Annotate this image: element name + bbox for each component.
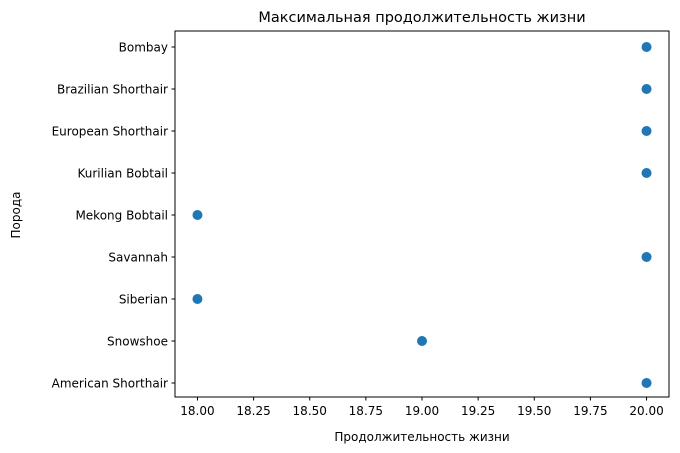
y-tick-label: Siberian: [119, 292, 168, 306]
x-tick-label: 19.25: [461, 404, 495, 418]
data-point: [641, 84, 652, 94]
x-tick-label: 19.00: [405, 404, 439, 418]
x-tick-label: 19.50: [517, 404, 551, 418]
x-tick-label: 18.00: [180, 404, 214, 418]
data-point: [192, 294, 203, 304]
y-tick-label: Kurilian Bobtail: [77, 166, 168, 180]
x-tick-label: 18.25: [236, 404, 270, 418]
data-point: [641, 42, 652, 52]
x-tick-label: 19.75: [573, 404, 607, 418]
data-point: [192, 210, 203, 220]
y-tick-label: Brazilian Shorthair: [57, 82, 168, 96]
data-points: [192, 42, 652, 388]
data-point: [641, 252, 652, 262]
y-tick-label: Savannah: [108, 250, 168, 264]
x-axis-title: Продолжительность жизни: [334, 430, 509, 444]
y-axis-title: Порода: [9, 192, 23, 239]
data-point: [641, 168, 652, 178]
x-axis: 18.00 18.25 18.50 18.75 19.00 19.25 19.50 19.75…: [180, 397, 664, 418]
y-axis: Bombay Brazilian Shorthair European Shorth…: [52, 40, 175, 390]
y-tick-label: European Shorthair: [52, 124, 168, 138]
chart-title: Максимальная продолжительность жизни: [258, 10, 585, 26]
x-tick-label: 18.50: [293, 404, 327, 418]
y-tick-label: Snowshoe: [107, 334, 168, 348]
y-tick-label: American Shorthair: [52, 376, 168, 390]
y-tick-label: Mekong Bobtail: [75, 208, 168, 222]
data-point: [641, 378, 652, 388]
x-tick-label: 18.75: [349, 404, 383, 418]
data-point: [417, 336, 427, 346]
y-tick-label: Bombay: [119, 40, 168, 54]
x-tick-label: 20.00: [629, 404, 663, 418]
data-point: [641, 126, 652, 136]
